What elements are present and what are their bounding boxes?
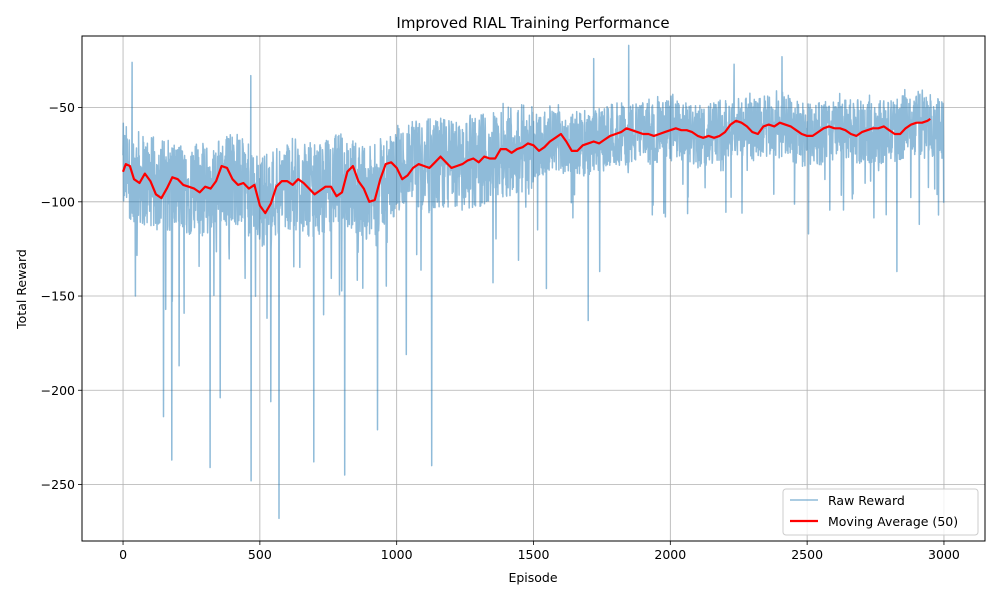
x-tick-label-5: 2500 — [791, 547, 823, 562]
raw-reward-line — [122, 44, 945, 520]
legend-label-moving-average: Moving Average (50) — [828, 514, 958, 529]
y-axis-ticks: −250 −200 −150 −100 −50 — [41, 100, 82, 492]
y-tick-label-4: −50 — [49, 100, 75, 115]
y-tick-label-2: −150 — [41, 289, 75, 304]
x-tick-label-4: 2000 — [654, 547, 686, 562]
x-tick-label-0: 0 — [119, 547, 127, 562]
moving-average-line — [121, 117, 931, 215]
grid — [82, 36, 985, 541]
y-tick-label-3: −100 — [41, 194, 75, 209]
y-tick-label-0: −250 — [41, 477, 75, 492]
raw-reward-series — [122, 44, 945, 520]
legend-box — [782, 488, 979, 536]
y-axis-label: Total Reward — [14, 249, 29, 330]
x-tick-label-3: 1500 — [518, 547, 550, 562]
x-axis-ticks: 0 500 1000 1500 2000 2500 3000 — [119, 541, 960, 562]
x-tick-label-6: 3000 — [928, 547, 960, 562]
y-tick-label-1: −200 — [41, 383, 75, 398]
moving-average-series — [121, 117, 931, 215]
x-axis-label: Episode — [508, 570, 557, 585]
x-tick-label-1: 500 — [248, 547, 272, 562]
x-tick-label-2: 1000 — [381, 547, 413, 562]
chart-title: Improved RIAL Training Performance — [396, 14, 669, 32]
legend-label-raw-reward: Raw Reward — [828, 493, 905, 508]
legend: Raw Reward Moving Average (50) — [782, 488, 979, 536]
